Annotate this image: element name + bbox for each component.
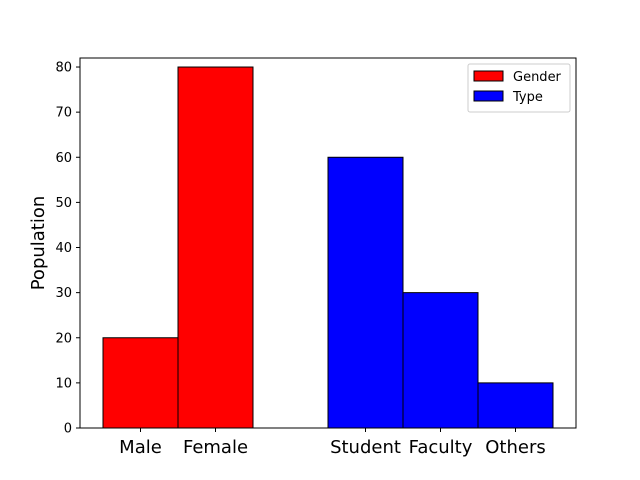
y-tick-label: 30	[55, 286, 72, 301]
y-tick-label: 20	[55, 331, 72, 346]
axes-frame	[79, 57, 577, 429]
x-axis: Male Female Student Faculty Others	[119, 428, 546, 458]
x-tick-label-others: Others	[485, 437, 546, 458]
bar-student	[327, 156, 404, 429]
legend-swatch-gender	[473, 70, 504, 82]
y-tick-label: 60	[55, 151, 72, 166]
y-tick-label: 0	[64, 422, 72, 437]
y-axis-label: Population	[28, 196, 49, 291]
y-tick-label: 70	[55, 106, 72, 121]
x-tick-label-faculty: Faculty	[409, 437, 473, 458]
y-tick-label: 40	[55, 241, 72, 256]
legend: Gender Type	[467, 63, 571, 113]
y-tick-label: 80	[55, 61, 72, 76]
x-tick-label-student: Student	[330, 437, 401, 458]
bar-faculty	[402, 292, 479, 429]
y-tick-label: 50	[55, 196, 72, 211]
legend-label-type: Type	[512, 90, 543, 105]
bar-female	[177, 66, 254, 429]
legend-label-gender: Gender	[513, 70, 562, 85]
legend-swatch-type	[473, 90, 504, 102]
bar-others	[477, 382, 554, 429]
bar-male	[102, 337, 179, 429]
bars-layer	[102, 66, 554, 429]
y-axis: 0 10 20 30 40 50 60 70 80	[55, 61, 80, 437]
x-tick-label-female: Female	[183, 437, 248, 458]
y-tick-label: 10	[55, 376, 72, 391]
x-tick-label-male: Male	[119, 437, 162, 458]
